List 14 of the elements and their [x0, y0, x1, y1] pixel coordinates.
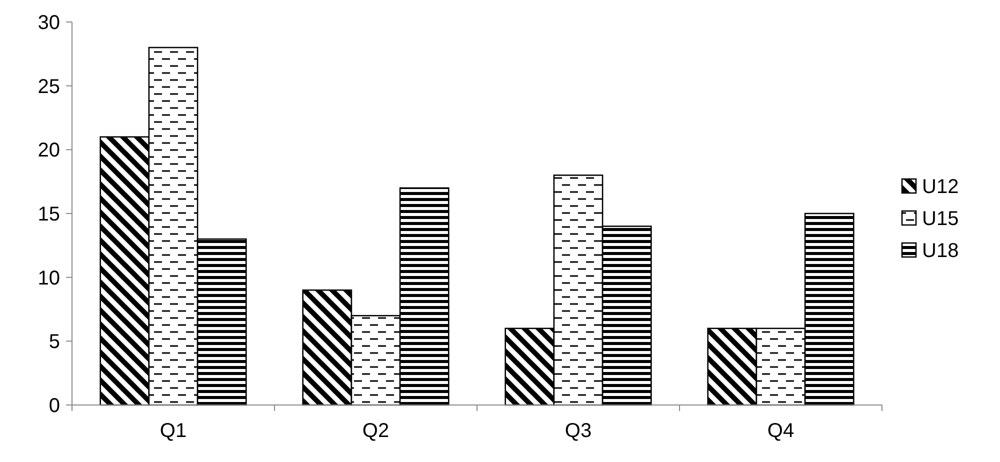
y-tick-label: 30: [38, 12, 60, 34]
legend-label: U12: [922, 176, 959, 198]
legend-label: U18: [922, 240, 959, 262]
y-tick-label: 5: [48, 331, 60, 354]
x-tick-label: Q3: [564, 420, 592, 442]
x-tick-label: Q4: [767, 420, 794, 442]
y-tick-label: 15: [38, 204, 60, 226]
x-tick-label: Q2: [362, 420, 390, 442]
legend-label: U15: [922, 208, 959, 230]
y-tick-label: 0: [48, 395, 60, 417]
y-tick-label: 20: [38, 140, 60, 162]
x-tick-label: Q1: [160, 420, 187, 442]
y-tick-label: 10: [38, 267, 60, 290]
y-tick-label: 25: [38, 76, 60, 98]
